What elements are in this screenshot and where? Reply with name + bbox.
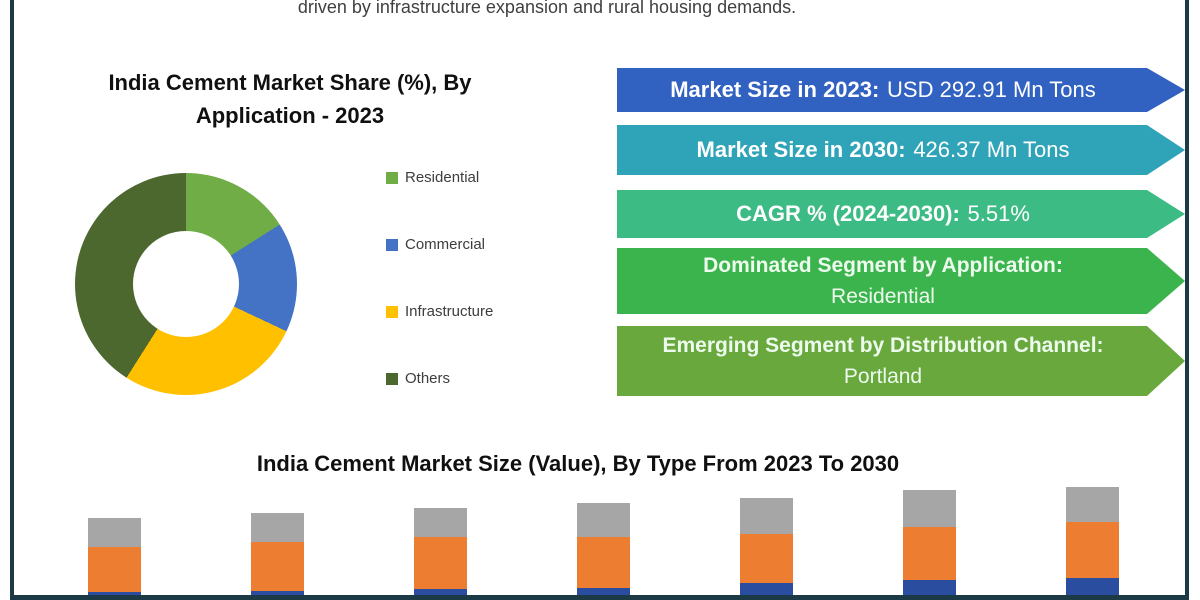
bar-segment-gray-top <box>414 508 467 537</box>
bar-segment-orange-middle <box>740 534 793 583</box>
bar-chart-title: India Cement Market Size (Value), By Typ… <box>256 451 900 476</box>
banner-arrow-2: CAGR % (2024-2030): 5.51% <box>617 190 1185 238</box>
stacked-bar-2027 <box>740 498 793 600</box>
bar-segment-orange-middle <box>88 547 141 592</box>
stacked-bar-2029 <box>1066 487 1119 600</box>
bar-segment-blue-bottom <box>1066 578 1119 600</box>
legend-swatch-icon <box>386 238 398 251</box>
bar-segment-orange-middle <box>414 537 467 589</box>
bar-segment-gray-top <box>903 490 956 527</box>
stacked-bar-2026 <box>577 503 630 600</box>
banner-value: 5.51% <box>967 201 1030 226</box>
bar-segment-blue-bottom <box>414 589 467 600</box>
legend-swatch-icon <box>386 171 398 184</box>
legend-label: Commercial <box>405 236 486 253</box>
stacked-bar-2024 <box>251 513 304 600</box>
stacked-bar-2023 <box>88 518 141 600</box>
legend-swatch-icon <box>386 305 398 318</box>
frame-border-bottom <box>10 595 1189 600</box>
pie-title-line1: India Cement Market Share (%), By <box>108 70 472 95</box>
banner-label: CAGR % (2024-2030): <box>736 201 960 226</box>
banner-label: Emerging Segment by Distribution Channel… <box>662 334 1104 357</box>
banner-value: USD 292.91 Mn Tons <box>887 77 1096 102</box>
stacked-bar-2025 <box>414 508 467 600</box>
bar-segment-gray-top <box>251 513 304 542</box>
banner-label: Market Size in 2023: <box>670 77 880 102</box>
pie-title-line2: Application - 2023 <box>195 103 385 128</box>
banner-label: Market Size in 2030: <box>696 137 906 162</box>
banner-label: Dominated Segment by Application: <box>703 254 1063 277</box>
legend-item-commercial: Commercial <box>386 236 493 253</box>
banner-value: 426.37 Mn Tons <box>913 137 1070 162</box>
banner-arrow-4: Emerging Segment by Distribution Channel… <box>617 326 1185 396</box>
bar-segment-orange-middle <box>251 542 304 591</box>
bar-segment-gray-top <box>740 498 793 534</box>
legend-label: Residential <box>405 169 480 186</box>
frame-border-right <box>1185 0 1189 600</box>
legend-item-others: Others <box>386 370 493 387</box>
frame-border-left <box>10 0 14 600</box>
stacked-bar-2028 <box>903 490 956 600</box>
donut-hole <box>133 231 239 337</box>
pie-chart-title: India Cement Market Share (%), By Applic… <box>70 66 510 132</box>
banner-value: Portland <box>843 365 923 388</box>
legend-label: Infrastructure <box>405 303 494 320</box>
banner-value: Residential <box>831 285 935 308</box>
top-caption: driven by infrastructure expansion and r… <box>297 0 797 17</box>
bar-segment-gray-top <box>577 503 630 537</box>
banner-arrow-3: Dominated Segment by Application: Residen… <box>617 248 1185 314</box>
legend-swatch-icon <box>386 372 398 385</box>
legend-item-residential: Residential <box>386 169 493 186</box>
banner-arrow-1: Market Size in 2030: 426.37 Mn Tons <box>617 125 1185 175</box>
bar-segment-gray-top <box>1066 487 1119 522</box>
bar-segment-orange-middle <box>903 527 956 580</box>
legend-label: Others <box>405 370 451 387</box>
bar-segment-orange-middle <box>1066 522 1119 578</box>
bar-segment-orange-middle <box>577 537 630 588</box>
pie-legend: Residential Commercial Infrastructure Other… <box>386 169 494 438</box>
bar-segment-gray-top <box>88 518 141 547</box>
banner-arrow-0: Market Size in 2023: USD 292.91 Mn Tons <box>617 68 1185 112</box>
donut-chart <box>75 173 297 395</box>
legend-item-infrastructure: Infrastructure <box>386 303 494 320</box>
